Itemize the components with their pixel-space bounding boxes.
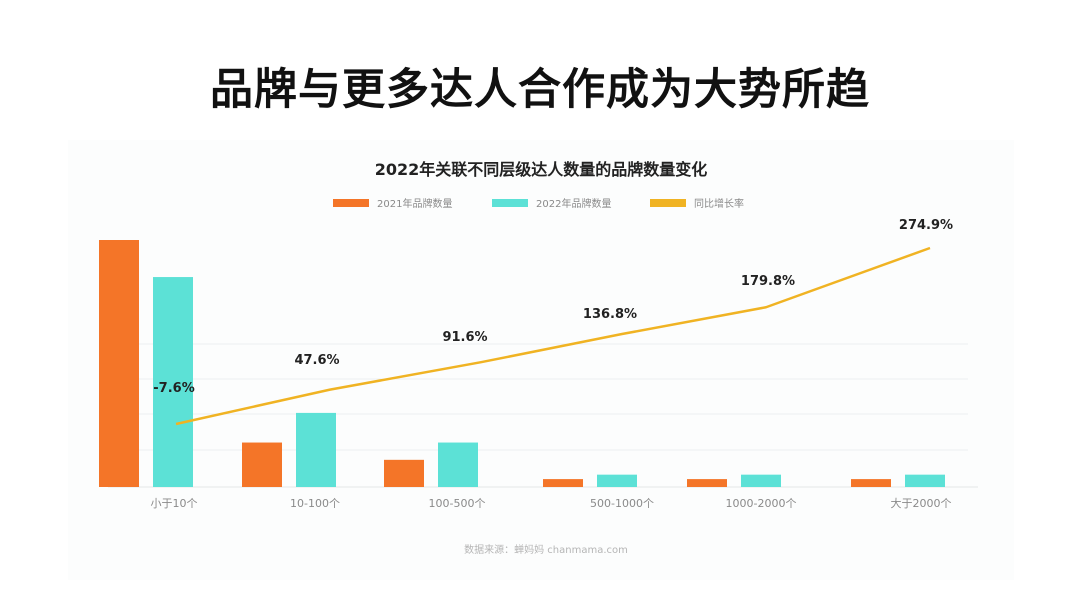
growth-label-3: 91.6% bbox=[442, 330, 487, 345]
bar-2022-6 bbox=[905, 474, 945, 487]
x-tick-label-3: 100-500个 bbox=[429, 497, 486, 510]
growth-label-1: -7.6% bbox=[153, 381, 194, 396]
x-tick-label-4: 500-1000个 bbox=[590, 497, 654, 510]
growth-label-6: 274.9% bbox=[899, 218, 953, 233]
legend-label-1: 2021年品牌数量 bbox=[377, 197, 452, 210]
source-note: 数据来源：蝉妈妈 chanmama.com bbox=[464, 543, 628, 556]
legend-label-3: 同比增长率 bbox=[694, 197, 744, 210]
bar-2021-3 bbox=[384, 459, 424, 487]
x-tick-label-5: 1000-2000个 bbox=[726, 497, 797, 510]
legend-swatch-1 bbox=[333, 199, 369, 207]
chart-bars bbox=[99, 240, 945, 487]
legend-swatch-2 bbox=[492, 199, 528, 207]
growth-label-4: 136.8% bbox=[583, 307, 637, 322]
chart-line bbox=[175, 246, 931, 426]
bar-2021-1 bbox=[99, 240, 139, 487]
bar-2021-4 bbox=[543, 479, 583, 487]
chart-data-labels: -7.6% 47.6% 91.6% 136.8% 179.8% 274.9% bbox=[153, 218, 953, 396]
chart-svg: 2022年关联不同层级达人数量的品牌数量变化 2021年品牌数量 2022年品牌数… bbox=[99, 160, 978, 556]
x-tick-label-1: 小于10个 bbox=[151, 497, 198, 510]
bar-2022-5 bbox=[741, 474, 781, 487]
bar-2022-4 bbox=[597, 474, 637, 487]
chart-grid bbox=[108, 343, 978, 488]
chart-card: 2022年关联不同层级达人数量的品牌数量变化 2021年品牌数量 2022年品牌数… bbox=[68, 140, 1014, 580]
legend-swatch-3 bbox=[650, 199, 686, 207]
growth-label-2: 47.6% bbox=[294, 353, 339, 368]
page-title: 品牌与更多达人合作成为大势所趋 bbox=[210, 65, 870, 115]
growth-label-5: 179.8% bbox=[741, 274, 795, 289]
chart-legend: 2021年品牌数量 2022年品牌数量 同比增长率 bbox=[333, 197, 744, 210]
bar-2021-5 bbox=[687, 479, 727, 487]
bar-2022-1 bbox=[153, 277, 193, 487]
x-tick-label-2: 10-100个 bbox=[290, 497, 340, 510]
bar-2021-6 bbox=[851, 479, 891, 487]
chart-title: 2022年关联不同层级达人数量的品牌数量变化 bbox=[375, 160, 708, 179]
legend-label-2: 2022年品牌数量 bbox=[536, 197, 611, 210]
x-tick-label-6: 大于2000个 bbox=[891, 496, 952, 510]
bar-2022-2 bbox=[296, 412, 336, 487]
growth-rate-line bbox=[175, 246, 931, 426]
bar-2022-3 bbox=[438, 442, 478, 487]
bar-2021-2 bbox=[242, 442, 282, 487]
chart-x-ticks: 小于10个 10-100个 100-500个 500-1000个 1000-2000个 大… bbox=[151, 496, 952, 510]
